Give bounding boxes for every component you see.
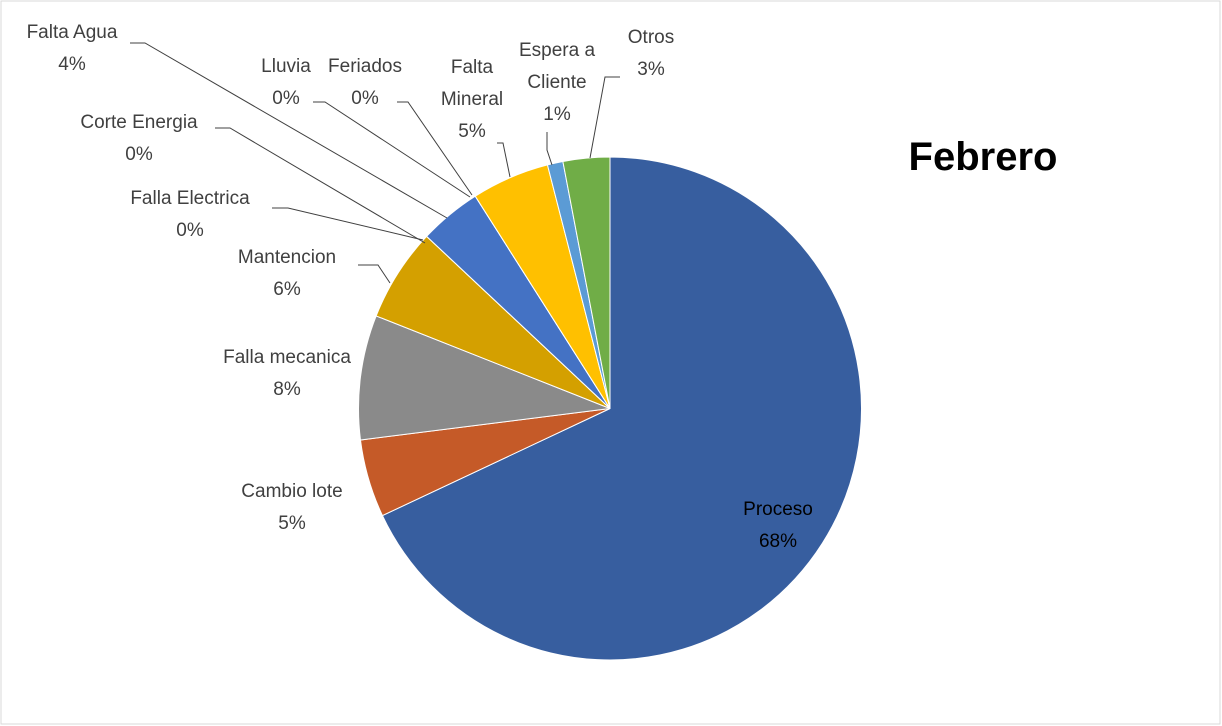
value-label: 0% bbox=[272, 88, 300, 109]
leader-line bbox=[546, 132, 553, 166]
pie-slice bbox=[562, 156, 611, 409]
value-label: 3% bbox=[637, 59, 665, 80]
value-label: 1% bbox=[543, 104, 571, 125]
chart-title: Febrero bbox=[908, 135, 1058, 179]
category-label: Otros bbox=[627, 27, 675, 48]
category-label: Corte Energia bbox=[80, 112, 198, 133]
category-label: Cambio lote bbox=[241, 481, 343, 502]
category-label: Falla Electrica bbox=[130, 188, 250, 209]
leader-line bbox=[215, 127, 426, 244]
value-label: 6% bbox=[273, 279, 301, 300]
data-label: Corte Energia 0% bbox=[39, 107, 239, 171]
category-label: Falta Agua bbox=[26, 22, 118, 43]
value-label: 5% bbox=[278, 513, 306, 534]
data-label: Falla Electrica 0% bbox=[90, 183, 290, 247]
pie-slice bbox=[358, 315, 611, 441]
value-label: 0% bbox=[176, 220, 204, 241]
category-label: Espera a Cliente bbox=[518, 40, 596, 93]
data-label: Falta Agua 4% bbox=[2, 17, 142, 81]
leader-line bbox=[130, 42, 448, 219]
data-label: Mantencion 6% bbox=[207, 242, 367, 306]
category-label: Falla mecanica bbox=[223, 347, 351, 368]
leader-line bbox=[497, 142, 511, 178]
data-label: Falta Mineral 5% bbox=[435, 52, 510, 148]
data-label: Otros 3% bbox=[601, 22, 701, 86]
value-label: 4% bbox=[58, 54, 86, 75]
leader-line bbox=[272, 207, 424, 241]
data-label: Proceso 68% bbox=[718, 494, 838, 558]
leader-line bbox=[397, 101, 473, 196]
value-label: 68% bbox=[758, 531, 798, 552]
category-label: Falta Mineral bbox=[440, 57, 504, 110]
data-label: Cambio lote 5% bbox=[212, 476, 372, 540]
value-label: 0% bbox=[351, 88, 379, 109]
category-label: Mantencion bbox=[237, 247, 337, 268]
value-label: 8% bbox=[273, 379, 301, 400]
data-label: Espera a Cliente 1% bbox=[515, 35, 600, 131]
category-label: Proceso bbox=[743, 499, 813, 520]
value-label: 0% bbox=[125, 144, 153, 165]
data-label: Feriados 0% bbox=[315, 51, 415, 115]
data-label: Falla mecanica 8% bbox=[187, 342, 387, 406]
data-label: Lluvia 0% bbox=[236, 51, 336, 115]
value-label: 5% bbox=[458, 121, 486, 142]
leader-line bbox=[313, 101, 471, 198]
category-label: Lluvia bbox=[261, 56, 311, 77]
leader-line bbox=[358, 264, 391, 284]
category-label: Feriados bbox=[328, 56, 402, 77]
pie-slice bbox=[381, 156, 862, 661]
leader-line bbox=[589, 76, 620, 159]
